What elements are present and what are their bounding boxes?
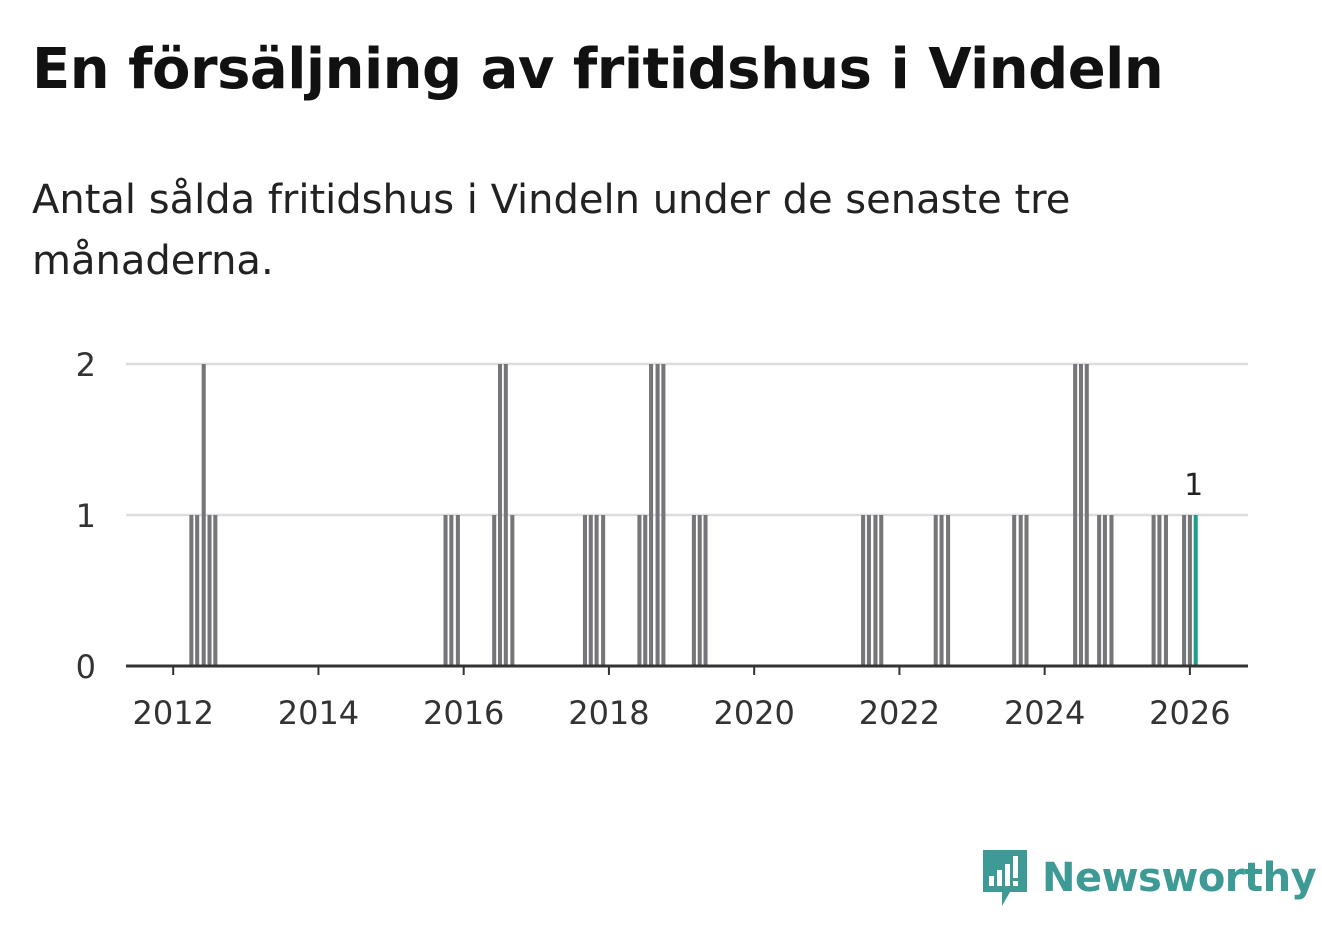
- bar: [946, 515, 951, 666]
- y-tick-label: 2: [76, 346, 96, 384]
- x-tick-label: 2022: [859, 694, 940, 732]
- bars: [189, 364, 1198, 666]
- bar: [492, 515, 497, 666]
- bar: [510, 515, 515, 666]
- chart-subtitle: Antal sålda fritidshus i Vindeln under d…: [32, 177, 1071, 284]
- y-tick-label: 0: [76, 648, 96, 686]
- bar: [1163, 515, 1168, 666]
- bar: [189, 515, 194, 666]
- annotations: 1: [1184, 468, 1203, 503]
- bar: [655, 364, 660, 666]
- bar: [873, 515, 878, 666]
- bar: [1073, 364, 1078, 666]
- bar: [1097, 515, 1102, 666]
- bar: [1012, 515, 1017, 666]
- gridlines: [126, 362, 1248, 517]
- bar: [933, 515, 938, 666]
- bar: [601, 515, 606, 666]
- newsworthy-icon: [983, 850, 1027, 906]
- bar: [497, 364, 503, 666]
- bar: [1182, 515, 1187, 666]
- x-tick-label: 2018: [568, 694, 649, 732]
- bar: [1018, 515, 1023, 666]
- bar: [1187, 515, 1192, 666]
- bar: [582, 515, 587, 666]
- x-tick-label: 2016: [423, 694, 504, 732]
- x-axis-labels: 2012 2014 2016 2018 2020 2022 2024 2026: [132, 694, 1230, 732]
- bar: [637, 515, 642, 666]
- x-tick-label: 2024: [1004, 694, 1085, 732]
- bar: [207, 515, 212, 666]
- bar: [1157, 515, 1162, 666]
- bar: [939, 515, 944, 666]
- bar-value-label: 1: [1184, 468, 1203, 503]
- bar: [697, 515, 702, 666]
- bar: [643, 515, 648, 666]
- bar: [861, 515, 866, 666]
- newsworthy-logo: Newsworthy: [980, 846, 1317, 910]
- bar: [1102, 515, 1107, 666]
- bar: [201, 364, 206, 666]
- chart-title: En försäljning av fritidshus i Vindeln: [32, 37, 1164, 102]
- bar: [443, 515, 448, 666]
- x-axis: [126, 664, 1248, 675]
- bar: [503, 364, 508, 666]
- x-tick-label: 2012: [132, 694, 213, 732]
- bar: [1078, 364, 1083, 666]
- bar: [661, 364, 666, 666]
- bar: [588, 515, 593, 666]
- bar: [1084, 364, 1089, 666]
- brand-name: Newsworthy: [1042, 855, 1317, 901]
- bar: [879, 515, 884, 666]
- y-axis-labels: 0 1 2: [76, 346, 96, 686]
- bar-highlight: [1193, 515, 1198, 666]
- bar: [594, 515, 599, 666]
- bar: [691, 515, 696, 666]
- bar: [866, 515, 871, 666]
- x-tick-label: 2020: [713, 694, 794, 732]
- x-tick-label: 2026: [1149, 694, 1230, 732]
- bar: [703, 515, 708, 666]
- x-tick-label: 2014: [278, 694, 359, 732]
- bar: [1109, 515, 1114, 666]
- bar: [195, 515, 200, 666]
- bar: [1151, 515, 1156, 666]
- bar: [449, 515, 454, 666]
- bar: [213, 515, 218, 666]
- bar: [455, 515, 460, 666]
- bar: [649, 364, 654, 666]
- y-tick-label: 1: [76, 497, 96, 535]
- bar: [1024, 515, 1029, 666]
